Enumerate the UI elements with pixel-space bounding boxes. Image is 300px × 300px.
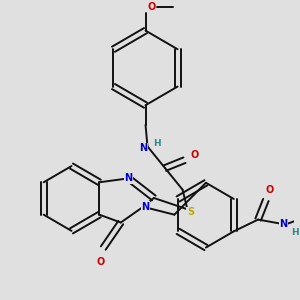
Text: H: H (153, 139, 161, 148)
Text: N: N (279, 220, 287, 230)
Text: N: N (141, 202, 149, 212)
Text: N: N (140, 143, 148, 153)
Text: O: O (266, 185, 274, 195)
Text: N: N (124, 173, 133, 183)
Text: O: O (147, 2, 155, 12)
Text: H: H (291, 228, 299, 237)
Text: O: O (190, 150, 198, 160)
Text: S: S (187, 207, 194, 217)
Text: O: O (96, 257, 104, 267)
